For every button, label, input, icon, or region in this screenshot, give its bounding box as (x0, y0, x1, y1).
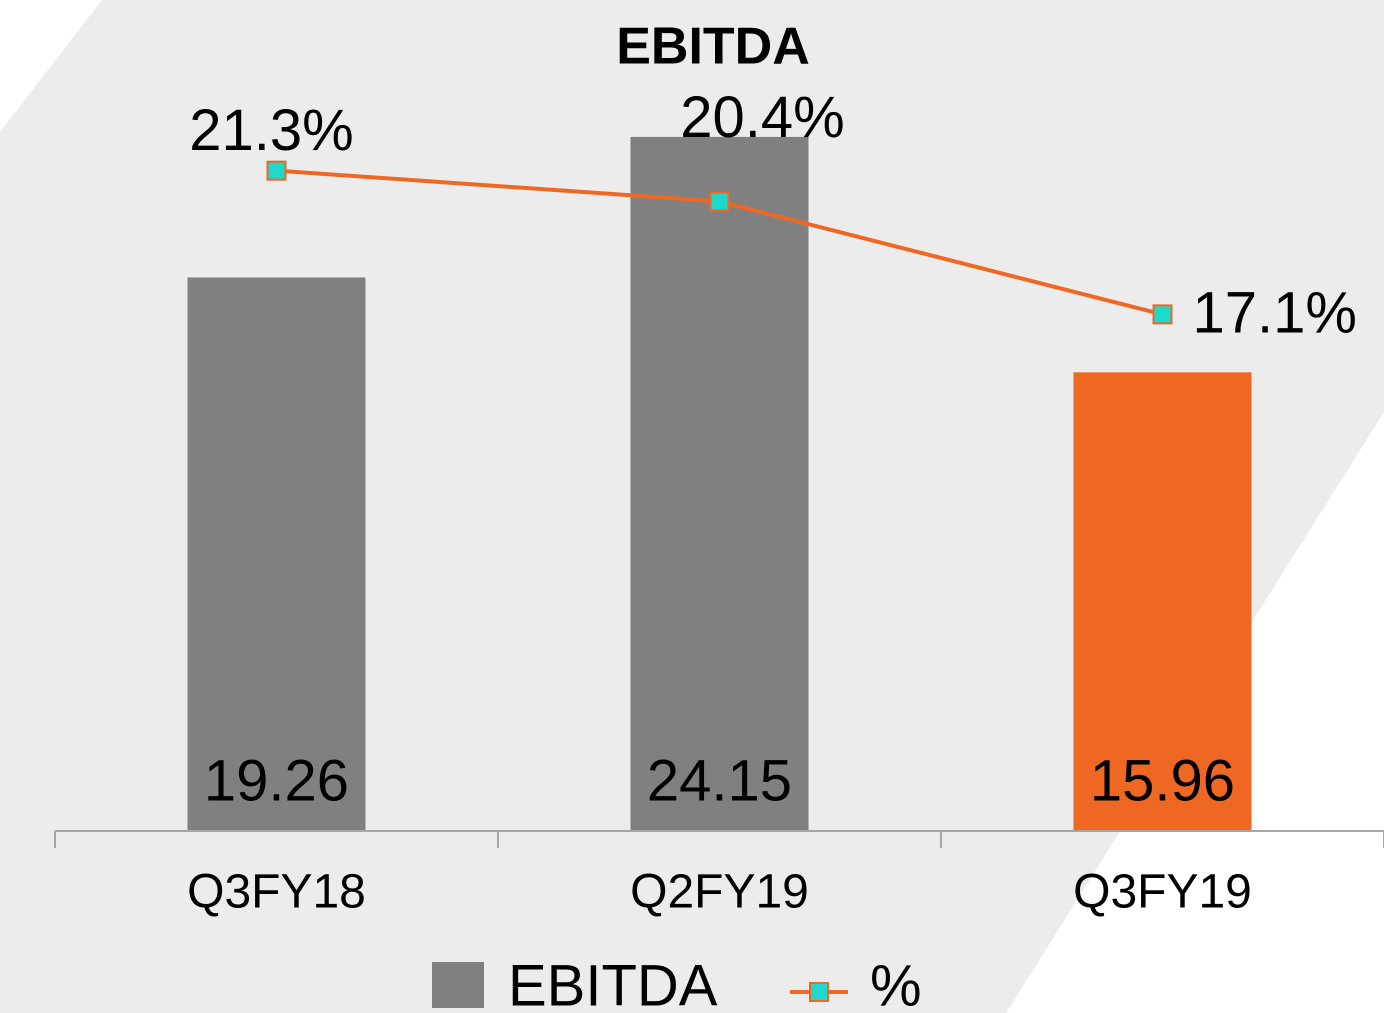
x-tick-label: Q2FY19 (630, 866, 809, 919)
line-marker (266, 160, 287, 181)
line-value-label: 17.1% (1193, 281, 1357, 346)
bar-value-label: 19.26 (204, 748, 349, 813)
bar (187, 277, 366, 831)
legend-swatch-marker (809, 982, 829, 1002)
bar (630, 136, 809, 831)
line-value-label: 21.3% (189, 98, 353, 163)
background-corner (0, 0, 102, 132)
bar-value-label: 15.96 (1090, 748, 1235, 813)
legend-swatch (432, 962, 484, 1008)
x-tick-label: Q3FY18 (187, 866, 366, 919)
x-tick-label: Q3FY19 (1073, 866, 1252, 919)
chart-title: EBITDA (616, 18, 810, 76)
line-value-label: 20.4% (680, 85, 844, 150)
legend-label: EBITDA (508, 953, 718, 1013)
legend-label: % (870, 953, 922, 1013)
bar (1073, 372, 1252, 831)
bar-value-label: 24.15 (647, 748, 792, 813)
line-marker (709, 191, 730, 212)
line-marker (1152, 304, 1173, 325)
